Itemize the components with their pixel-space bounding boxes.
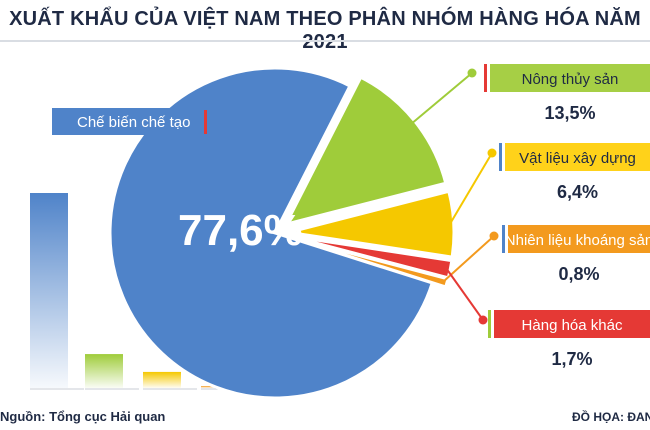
leader-dot-nong-thuy-san (467, 68, 477, 78)
chart-title: XUẤT KHẨU CỦA VIỆT NAM THEO PHÂN NHÓM HÀ… (9, 8, 641, 53)
category-label-hang-hoa-khac: Hàng hóa khác (522, 317, 623, 334)
background-bar-nong-thuy-san (85, 354, 123, 388)
pie-slices: 77,6% (108, 66, 456, 400)
label-marker-vat-lieu-xay-dung (499, 143, 502, 171)
value-label-che-bien-che-tao: 77,6% (178, 206, 303, 255)
pie-slice-vat-lieu-xay-dung (288, 189, 456, 259)
leader-dot-nhien-lieu-khoang-san (489, 231, 499, 241)
category-label-box-hang-hoa-khac (494, 310, 650, 338)
leader-dot-vat-lieu-xay-dung (487, 148, 497, 158)
title-divider (0, 40, 650, 42)
category-label-vat-lieu-xay-dung: Vật liệu xây dựng (519, 150, 636, 167)
leader-dot-hang-hoa-khac (478, 315, 488, 325)
label-marker-nhien-lieu-khoang-san (502, 225, 505, 253)
background-bar-vat-lieu-xay-dung (143, 371, 181, 388)
accent-marker (204, 110, 207, 134)
slice-callouts: Chế biến chế tạo Nông thủy sản 13,5% Vật li… (52, 64, 650, 369)
category-label-box-nong-thuy-san (490, 64, 650, 92)
source-note: Nguồn: Tổng cục Hải quan (0, 409, 166, 424)
leader-line-hang-hoa-khac (445, 267, 484, 321)
category-label-che-bien-che-tao: Chế biến chế tạo (77, 114, 190, 131)
value-label-vat-lieu-xay-dung: 6,4% (557, 182, 598, 202)
category-label-box-nhien-lieu-khoang-san (508, 225, 650, 253)
leader-line-vat-lieu-xay-dung (448, 152, 493, 225)
category-label-box-che-bien-che-tao (52, 108, 212, 135)
value-label-hang-hoa-khac: 1,7% (551, 349, 592, 369)
graphic-credit: ĐỒ HỌA: ĐAN N (572, 410, 650, 424)
background-bars (30, 193, 313, 390)
pie-slice-che-bien-che-tao (108, 66, 435, 400)
value-label-nong-thuy-san: 13,5% (544, 103, 595, 123)
background-bar-che-bien-che-tao (30, 193, 68, 388)
category-label-nhien-lieu-khoang-san: Nhiên liệu khoáng sản (505, 232, 650, 249)
value-label-nhien-lieu-khoang-san: 0,8% (558, 264, 599, 284)
category-label-nong-thuy-san: Nông thủy sản (522, 71, 619, 88)
label-marker-hang-hoa-khac (488, 310, 491, 338)
category-label-box-vat-lieu-xay-dung (505, 143, 650, 171)
leader-line-nong-thuy-san (410, 72, 473, 125)
label-marker-nong-thuy-san (484, 64, 487, 92)
